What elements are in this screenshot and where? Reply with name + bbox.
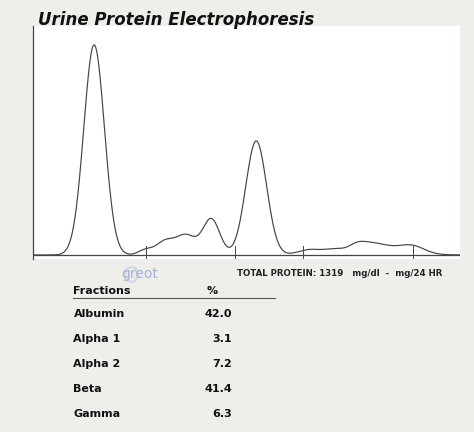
Text: 42.0: 42.0	[205, 309, 232, 319]
Text: %: %	[206, 286, 217, 296]
Text: o: o	[121, 260, 140, 289]
Text: Fractions: Fractions	[73, 286, 131, 296]
Text: Gamma: Gamma	[73, 409, 120, 419]
Text: Urine Protein Electrophoresis: Urine Protein Electrophoresis	[38, 11, 314, 29]
Text: 3.1: 3.1	[213, 334, 232, 344]
Text: Beta: Beta	[73, 384, 102, 394]
Text: 7.2: 7.2	[212, 359, 232, 369]
Text: greot: greot	[121, 267, 158, 281]
Text: 6.3: 6.3	[212, 409, 232, 419]
Text: Albumin: Albumin	[73, 309, 125, 319]
Text: 41.4: 41.4	[204, 384, 232, 394]
Text: TOTAL PROTEIN: 1319   mg/dl  -  mg/24 HR: TOTAL PROTEIN: 1319 mg/dl - mg/24 HR	[237, 269, 442, 278]
Text: Alpha 1: Alpha 1	[73, 334, 121, 344]
Text: Alpha 2: Alpha 2	[73, 359, 121, 369]
